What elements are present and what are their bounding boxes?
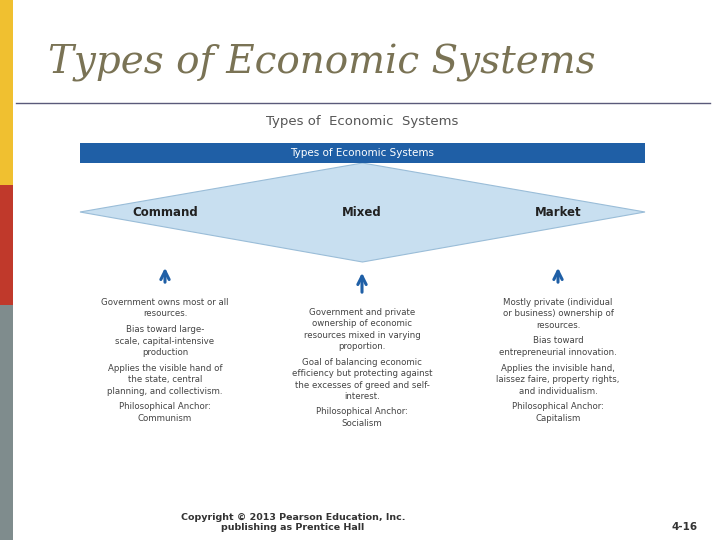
Text: Types of Economic Systems: Types of Economic Systems xyxy=(48,44,595,82)
Text: Bias toward large-
scale, capital-intensive
production: Bias toward large- scale, capital-intens… xyxy=(115,325,215,357)
Bar xyxy=(0,0,13,185)
Bar xyxy=(0,185,13,305)
Text: Command: Command xyxy=(132,206,198,219)
Text: Copyright © 2013 Pearson Education, Inc.
publishing as Prentice Hall: Copyright © 2013 Pearson Education, Inc.… xyxy=(181,512,405,532)
Text: Government owns most or all
resources.: Government owns most or all resources. xyxy=(102,298,229,319)
Text: Philosophical Anchor:
Socialism: Philosophical Anchor: Socialism xyxy=(316,407,408,428)
Bar xyxy=(0,305,13,540)
Polygon shape xyxy=(80,163,645,262)
Text: 4-16: 4-16 xyxy=(672,522,698,532)
Text: Government and private
ownership of economic
resources mixed in varying
proporti: Government and private ownership of econ… xyxy=(304,308,420,352)
Text: Applies the invisible hand,
laissez faire, property rights,
and individualism.: Applies the invisible hand, laissez fair… xyxy=(496,364,620,396)
Bar xyxy=(80,143,645,163)
Text: Bias toward
entrepreneurial innovation.: Bias toward entrepreneurial innovation. xyxy=(499,336,617,357)
Text: Types of Economic Systems: Types of Economic Systems xyxy=(290,148,434,158)
Text: Mixed: Mixed xyxy=(342,206,382,219)
Text: Goal of balancing economic
efficiency but protecting against
the excesses of gre: Goal of balancing economic efficiency bu… xyxy=(292,357,432,401)
Text: Market: Market xyxy=(535,206,581,219)
Text: Applies the visible hand of
the state, central
planning, and collectivism.: Applies the visible hand of the state, c… xyxy=(107,364,222,396)
Text: Mostly private (individual
or business) ownership of
resources.: Mostly private (individual or business) … xyxy=(503,298,613,330)
Text: Types of  Economic  Systems: Types of Economic Systems xyxy=(266,115,458,128)
Text: Philosophical Anchor:
Capitalism: Philosophical Anchor: Capitalism xyxy=(512,402,604,423)
Text: Philosophical Anchor:
Communism: Philosophical Anchor: Communism xyxy=(119,402,211,423)
